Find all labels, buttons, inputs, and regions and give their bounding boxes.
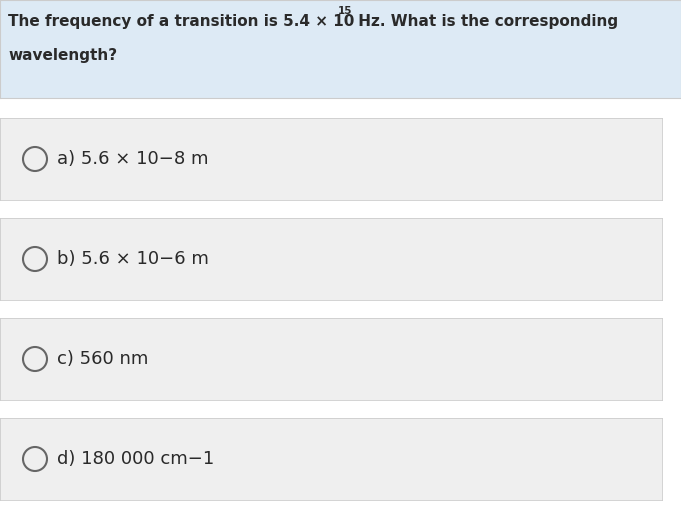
Text: The frequency of a transition is 5.4 × 10: The frequency of a transition is 5.4 × 1…	[8, 14, 354, 29]
Text: a) 5.6 × 10−8 m: a) 5.6 × 10−8 m	[57, 150, 208, 168]
Text: Hz. What is the corresponding: Hz. What is the corresponding	[353, 14, 618, 29]
Text: c) 560 nm: c) 560 nm	[57, 350, 148, 368]
Text: wavelength?: wavelength?	[8, 48, 117, 63]
Text: 15: 15	[338, 6, 353, 16]
Text: d) 180 000 cm−1: d) 180 000 cm−1	[57, 450, 215, 468]
Text: b) 5.6 × 10−6 m: b) 5.6 × 10−6 m	[57, 250, 209, 268]
